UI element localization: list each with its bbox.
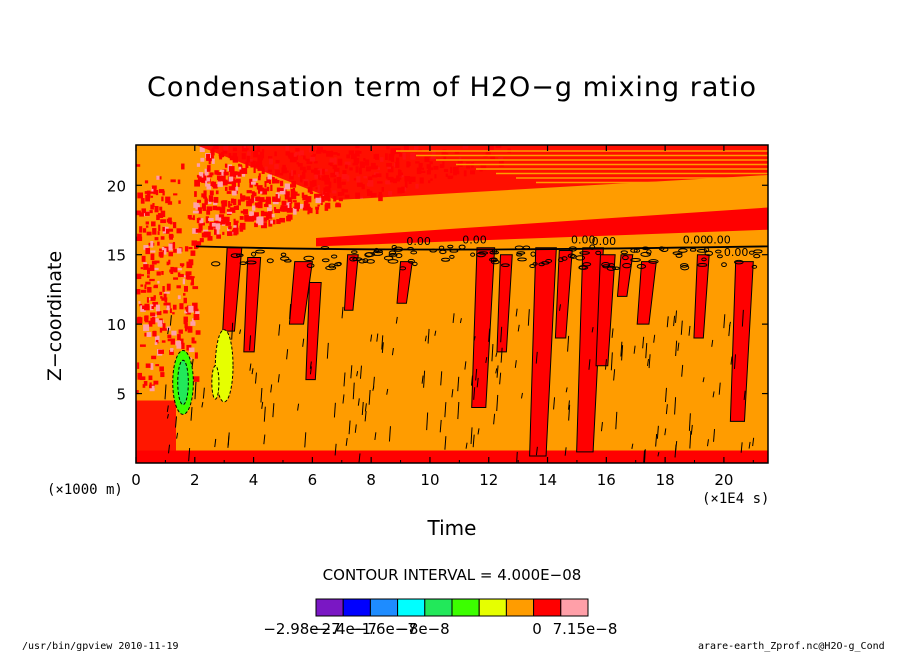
legend-swatch [397,598,426,617]
x-axis-unit: (×1E4 s) [702,491,770,507]
x-axis: 0 2 4 6 8 10 12 14 16 18 20 [131,145,754,489]
contour-label: 0.00 [592,235,617,248]
legend-label: 0 [532,620,542,638]
legend-swatch [478,598,507,617]
x-tick-label: 12 [479,471,498,489]
plot-frame [135,144,769,464]
legend-swatch [424,598,453,617]
plot-area: 0.00 0.00 0.000.00 0.00 0.000.00 [136,145,768,463]
legend-swatch [533,598,562,617]
y-tick-label: 20 [107,177,126,195]
legend-label: −2.4e−7 [309,620,377,638]
legend-label: −8e−8 [396,620,449,638]
y-tick-label: 5 [116,386,126,404]
legend-swatch [560,598,589,617]
x-tick-label: 20 [714,471,733,489]
legend-swatch [342,598,371,617]
x-tick-label: 18 [656,471,675,489]
legend-swatch [369,598,399,617]
footer-right: arare-earth_Zprof.nc@H2O-g_Cond [698,641,885,652]
chart-title: Condensation term of H2O−g mixing ratio [146,72,758,103]
color-legend: −2.98e−7−2.4e−7−1.6e−7−8e−8 0 7.15e−8 [263,598,618,638]
x-tick-label: 4 [249,471,259,489]
x-tick-label: 8 [366,471,376,489]
y-tick-label: 10 [107,316,126,334]
contour-label: 0.00 [706,234,731,247]
x-tick-label: 14 [538,471,557,489]
y-tick-label: 15 [107,247,126,265]
legend-swatch [505,598,535,617]
legend-swatch [315,598,344,617]
contour-label: 0.00 [683,234,708,247]
x-tick-label: 0 [131,471,141,489]
contour-label: 0.00 [571,234,596,247]
y-axis: 5 10 15 20 [107,177,768,404]
contour-label: 0.00 [462,234,487,247]
x-tick-label: 2 [190,471,200,489]
legend-label: −1.6e−7 [349,620,417,638]
contour-label: 0.00 [406,235,431,248]
contour-interval-text: CONTOUR INTERVAL = 4.000E−08 [322,566,582,584]
legend-label: −2.98e−7 [263,620,340,638]
y-axis-unit: (×1000 m) [47,482,123,498]
x-tick-label: 16 [597,471,616,489]
contour-label: 0.00 [724,246,749,259]
x-tick-label: 6 [308,471,318,489]
legend-label: 7.15e−8 [553,620,618,638]
x-tick-label: 10 [420,471,439,489]
footer-left: /usr/bin/gpview 2010-11-19 [22,641,179,652]
x-axis-label: Time [427,516,477,540]
legend-swatch [451,598,480,617]
